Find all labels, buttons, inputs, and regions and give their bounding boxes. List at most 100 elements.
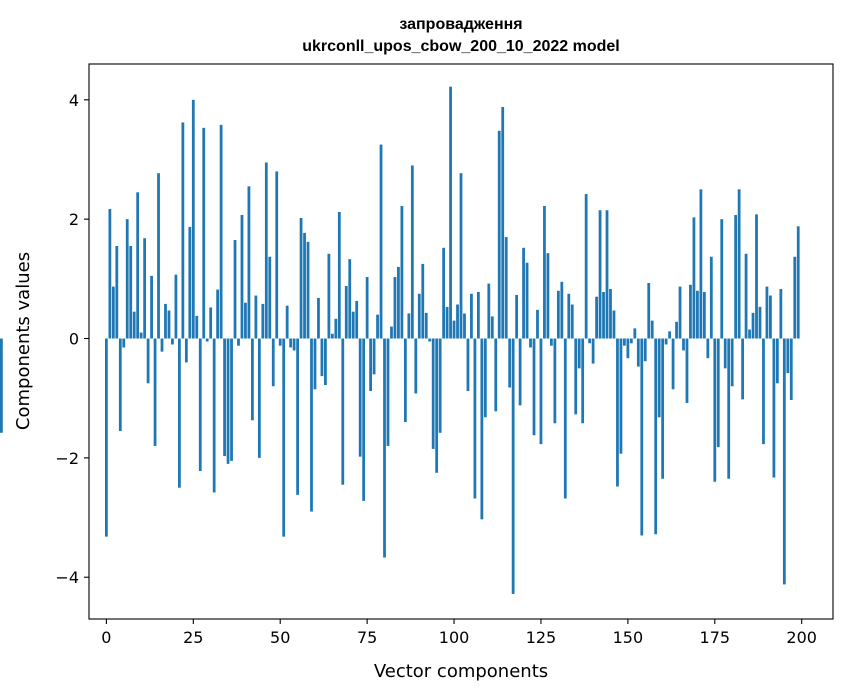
bar xyxy=(789,338,793,400)
x-tick-label: 200 xyxy=(786,628,817,647)
bar xyxy=(355,300,359,339)
bar xyxy=(327,253,331,339)
bar xyxy=(153,338,157,446)
bar xyxy=(390,326,393,339)
bar xyxy=(202,127,206,339)
bar xyxy=(247,186,251,339)
bar xyxy=(317,297,320,339)
bar xyxy=(758,306,762,339)
bar xyxy=(476,291,480,339)
bar xyxy=(473,338,477,499)
bar xyxy=(178,338,181,488)
bar xyxy=(456,304,459,339)
bar xyxy=(713,338,717,482)
bar xyxy=(647,283,651,339)
bar xyxy=(529,338,532,348)
x-tick-label: 150 xyxy=(613,628,644,647)
bar xyxy=(720,219,724,339)
bar xyxy=(438,338,442,433)
bar xyxy=(299,217,303,339)
bar xyxy=(414,338,418,394)
bar xyxy=(563,338,567,499)
bar xyxy=(143,238,147,339)
bar xyxy=(671,338,675,390)
bar xyxy=(167,310,171,339)
bar xyxy=(633,328,637,339)
bar xyxy=(334,318,338,339)
bar xyxy=(452,320,456,339)
bar xyxy=(661,338,665,479)
bar xyxy=(341,338,345,485)
bar xyxy=(251,338,254,421)
bar xyxy=(376,314,379,339)
bar xyxy=(497,130,501,339)
bar xyxy=(525,262,529,339)
bar xyxy=(292,338,296,351)
bar xyxy=(261,303,265,339)
bar xyxy=(591,338,595,364)
bar xyxy=(490,316,494,339)
x-tick-label: 50 xyxy=(270,628,290,647)
bar xyxy=(240,214,244,339)
bar xyxy=(397,266,400,339)
bar xyxy=(706,338,710,359)
bar xyxy=(407,313,411,339)
bar xyxy=(657,338,661,418)
bar xyxy=(337,212,341,339)
bar xyxy=(779,288,783,339)
bar xyxy=(636,338,640,367)
bar xyxy=(424,312,428,339)
bar xyxy=(616,338,619,487)
bar xyxy=(602,291,605,339)
bar xyxy=(306,241,310,339)
bar xyxy=(157,173,160,339)
bar xyxy=(181,122,185,339)
bar xyxy=(205,338,209,342)
bar xyxy=(223,338,226,457)
bar xyxy=(796,226,800,339)
bar xyxy=(487,283,491,339)
bar xyxy=(324,338,327,386)
bar xyxy=(567,293,571,339)
y-tick-label: 0 xyxy=(69,330,79,349)
bar xyxy=(699,189,703,339)
bar xyxy=(344,286,348,339)
bar xyxy=(0,338,3,433)
bar xyxy=(751,312,755,339)
bar xyxy=(254,295,258,339)
bar xyxy=(303,232,306,339)
bar xyxy=(184,338,188,363)
bar xyxy=(358,338,362,457)
bar xyxy=(734,214,738,339)
bar xyxy=(689,284,692,339)
bar xyxy=(410,165,414,339)
bar xyxy=(769,295,772,339)
bar xyxy=(275,171,279,339)
x-tick-label: 100 xyxy=(439,628,470,647)
bar xyxy=(678,286,682,339)
bar xyxy=(765,286,769,339)
bar xyxy=(629,338,633,344)
bar xyxy=(428,338,432,342)
plot-frame xyxy=(88,63,834,620)
bar xyxy=(546,253,550,339)
bar xyxy=(626,338,630,359)
bar xyxy=(122,338,126,348)
bar xyxy=(539,338,543,445)
bar xyxy=(257,338,261,458)
x-axis-ticks: 0 25 50 75 100 125 150 175 200 xyxy=(101,619,817,647)
bar xyxy=(129,246,133,339)
bar xyxy=(504,237,508,339)
bar xyxy=(264,162,268,339)
bar xyxy=(431,338,435,449)
bar xyxy=(755,214,758,339)
bar xyxy=(463,313,466,339)
bar xyxy=(577,338,581,369)
bar xyxy=(737,189,741,339)
y-tick-label: 4 xyxy=(69,91,79,110)
bar xyxy=(195,315,199,339)
bar xyxy=(744,253,748,339)
bar xyxy=(421,263,425,339)
bar xyxy=(748,329,751,339)
